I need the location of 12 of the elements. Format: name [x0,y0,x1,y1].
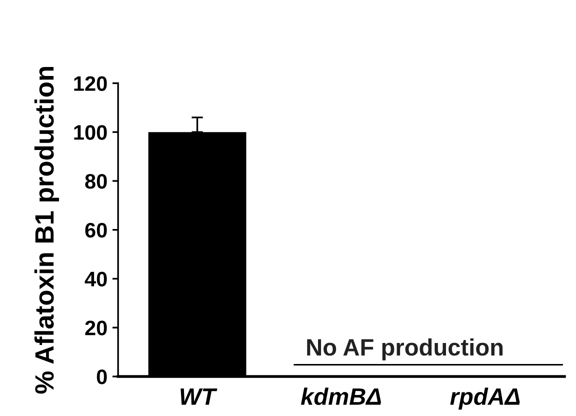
y-tick-label: 60 [85,222,107,238]
y-tick-label: 100 [74,125,107,140]
x-tick-label: rpdAΔ [450,388,520,410]
y-tick-label: 80 [85,174,107,189]
x-tick-label: kdmBΔ [300,388,381,405]
y-tick-label: 0 [96,369,107,384]
y-axis-title: % Aflatoxin B1 production [34,67,60,394]
y-tick-label: 120 [74,76,107,91]
y-tick-label: 20 [85,320,107,336]
x-tick-label: WT [180,388,218,405]
annotation: No AF production [307,338,503,360]
y-tick-label: 40 [84,272,107,286]
